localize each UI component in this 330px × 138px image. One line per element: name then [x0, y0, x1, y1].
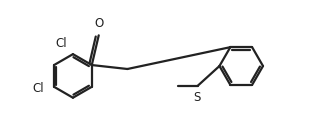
- Text: S: S: [193, 91, 200, 104]
- Text: O: O: [94, 17, 103, 30]
- Text: Cl: Cl: [33, 82, 44, 95]
- Text: Cl: Cl: [55, 37, 67, 50]
